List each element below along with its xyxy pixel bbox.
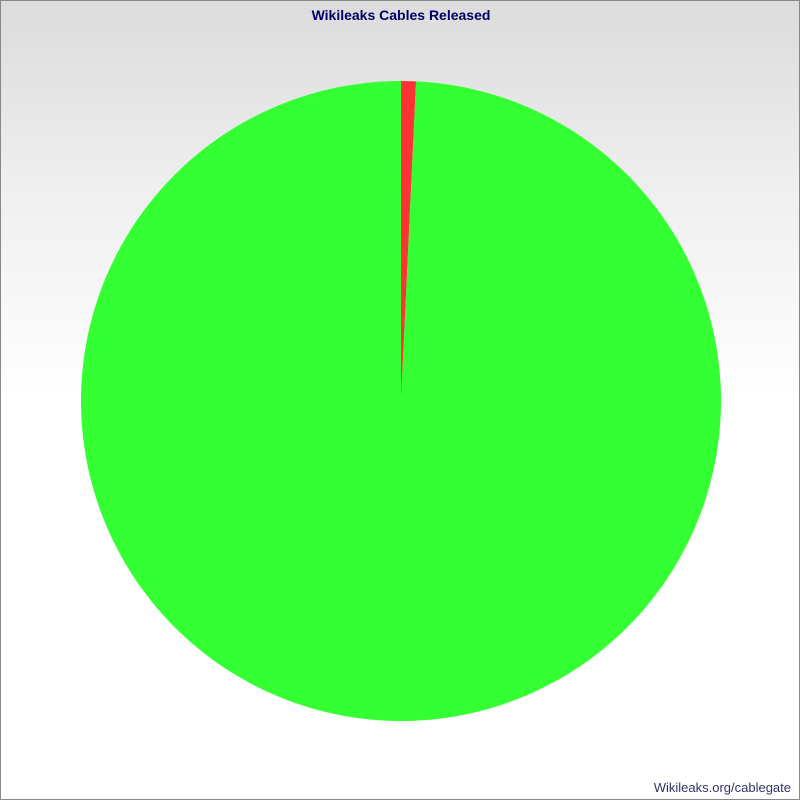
pie-slice-0 — [401, 81, 417, 401]
footer-credit: Wikileaks.org/cablegate — [653, 780, 791, 795]
chart-title: Wikileaks Cables Released — [311, 7, 491, 23]
pie-slice-1 — [80, 81, 721, 722]
